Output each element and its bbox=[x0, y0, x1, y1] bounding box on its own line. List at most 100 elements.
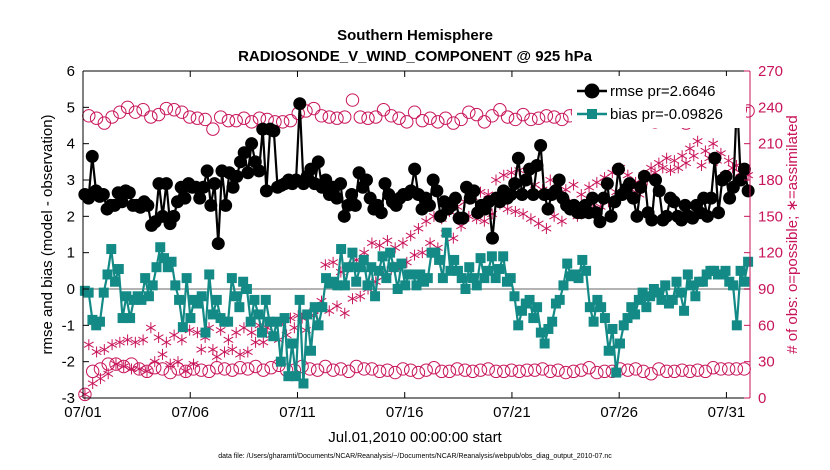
y-left-tick-label: 0 bbox=[67, 281, 75, 298]
bias-point bbox=[140, 273, 151, 284]
bias-point bbox=[596, 302, 607, 313]
bias-point bbox=[185, 313, 196, 324]
y-right-tick-label: 180 bbox=[758, 172, 783, 189]
rmse-point bbox=[511, 151, 525, 165]
bias-point bbox=[354, 262, 365, 273]
rmse-point bbox=[519, 173, 533, 187]
possible-count-point bbox=[202, 364, 216, 379]
bias-point bbox=[309, 302, 320, 313]
possible-count-point bbox=[396, 362, 410, 376]
x-tick-label: 07/16 bbox=[386, 404, 424, 421]
rmse-point bbox=[737, 162, 751, 176]
bias-point bbox=[290, 371, 301, 382]
possible-count-point bbox=[392, 111, 406, 125]
possible-count-point bbox=[89, 111, 104, 125]
possible-count-point bbox=[307, 101, 321, 116]
assimilated-count-point bbox=[397, 237, 408, 249]
rmse-point bbox=[159, 177, 173, 191]
bias-point bbox=[283, 371, 294, 382]
possible-count-point bbox=[120, 100, 135, 115]
bias-point bbox=[302, 309, 313, 320]
bias-point bbox=[652, 287, 663, 298]
assimilated-count-point bbox=[219, 346, 230, 358]
bias-point bbox=[607, 323, 618, 334]
bias-point bbox=[147, 280, 158, 291]
bias-point bbox=[460, 284, 471, 294]
bias-point bbox=[682, 269, 693, 280]
assimilated-count-point bbox=[223, 334, 234, 346]
rmse-point bbox=[611, 162, 625, 176]
assimilated-count-point bbox=[134, 363, 145, 375]
y-axis-label-right: # of obs: o=possible; ∗=assimilated bbox=[784, 115, 801, 354]
bias-point bbox=[223, 316, 234, 327]
rmse-point bbox=[541, 202, 555, 216]
assimilated-count-point bbox=[366, 237, 377, 249]
possible-count-point bbox=[248, 359, 263, 374]
rmse-point bbox=[604, 209, 618, 223]
possible-count-point bbox=[182, 110, 197, 124]
bias-point bbox=[554, 294, 565, 305]
possible-count-point bbox=[438, 111, 453, 125]
assimilated-count-point bbox=[235, 348, 246, 360]
possible-count-point bbox=[442, 364, 457, 379]
data-file-footnote: data file: /Users/gharamti/Documents/NCA… bbox=[218, 453, 612, 460]
assimilated-count-point bbox=[506, 167, 517, 179]
bias-point bbox=[272, 316, 283, 327]
assimilated-count-point bbox=[677, 150, 688, 162]
possible-count-point bbox=[683, 364, 697, 379]
bias-point bbox=[686, 280, 697, 291]
possible-count-point bbox=[128, 105, 143, 119]
bias-point bbox=[275, 356, 286, 367]
bias-point bbox=[486, 251, 497, 262]
assimilated-count-point bbox=[320, 259, 331, 271]
assimilated-count-point bbox=[510, 205, 521, 217]
possible-count-point bbox=[109, 357, 123, 371]
possible-count-point bbox=[566, 364, 581, 379]
bias-point bbox=[392, 284, 403, 294]
bias-point bbox=[294, 294, 305, 305]
bias-point bbox=[543, 323, 554, 334]
bias-point bbox=[479, 273, 490, 284]
rmse-point bbox=[211, 237, 225, 251]
possible-count-point bbox=[341, 364, 356, 379]
bias-point bbox=[117, 313, 128, 324]
bias-point bbox=[535, 327, 546, 338]
bias-point bbox=[626, 302, 637, 313]
bias-point bbox=[532, 302, 543, 313]
bias-point bbox=[731, 320, 742, 331]
bias-point bbox=[102, 269, 113, 280]
rmse-point bbox=[700, 209, 714, 223]
possible-count-point bbox=[628, 362, 643, 376]
bias-point bbox=[679, 305, 690, 316]
possible-count-point bbox=[698, 364, 713, 379]
assimilated-count-point bbox=[118, 361, 129, 373]
bias-point bbox=[633, 294, 644, 305]
possible-count-point bbox=[466, 364, 480, 379]
possible-count-point bbox=[144, 110, 158, 124]
possible-count-point bbox=[415, 113, 430, 128]
rmse-point bbox=[593, 215, 607, 229]
bias-point bbox=[87, 314, 98, 325]
possible-count-point bbox=[388, 365, 402, 380]
bias-point bbox=[170, 280, 181, 291]
rmse-point bbox=[678, 198, 692, 212]
bias-point bbox=[249, 294, 260, 305]
rmse-point bbox=[374, 206, 388, 220]
rmse-point bbox=[259, 184, 273, 198]
rmse-point bbox=[85, 149, 99, 163]
y-left-tick-label: 4 bbox=[67, 136, 75, 153]
rmse-point bbox=[330, 191, 344, 205]
assimilated-count-point bbox=[405, 230, 416, 242]
possible-count-point bbox=[520, 363, 534, 377]
rmse-point bbox=[530, 158, 544, 172]
y-left-tick-label: 1 bbox=[67, 245, 75, 262]
rmse-point bbox=[245, 137, 259, 151]
possible-count-point bbox=[590, 365, 604, 380]
bias-point bbox=[305, 345, 316, 356]
bias-point bbox=[245, 316, 256, 327]
bias-point bbox=[121, 291, 132, 302]
bias-point bbox=[98, 287, 109, 298]
possible-count-point bbox=[206, 122, 220, 136]
rmse-point bbox=[196, 180, 210, 194]
